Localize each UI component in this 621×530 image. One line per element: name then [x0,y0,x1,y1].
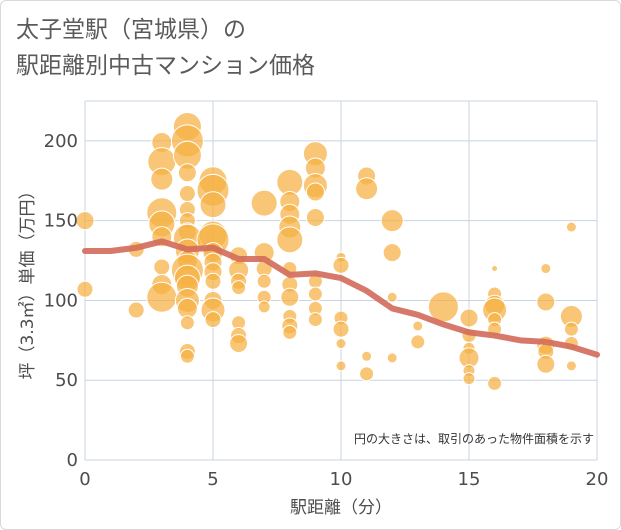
data-point [565,221,577,233]
data-point [491,265,499,273]
grid-lines [84,100,598,461]
data-point [487,375,503,391]
data-point [565,360,577,372]
y-tick-label: 50 [55,370,78,391]
data-point [305,207,325,227]
data-point [257,300,271,314]
x-tick-label: 0 [79,469,90,490]
data-point [386,352,398,364]
title-line-2: 駅距離別中古マンション価格 [16,53,315,79]
y-axis-label: 坪（3.3㎡）単価（万円） [18,182,38,379]
y-tick-labels: 0 50 100 150 200 [44,131,78,471]
x-axis-label: 駅距離（分） [290,498,392,518]
data-point [199,191,227,219]
data-point [307,312,323,328]
data-point [146,281,178,313]
data-point [177,163,197,183]
data-point [307,286,323,302]
data-point [563,321,579,337]
data-point [540,263,552,275]
x-tick-label: 10 [330,469,353,490]
data-point [459,308,479,328]
data-point [359,366,375,382]
data-point [229,334,249,354]
data-point [332,256,350,274]
trend-line [82,238,600,358]
data-point [410,334,426,350]
data-point [361,350,373,362]
data-point [153,258,171,276]
data-point [412,320,424,332]
data-point [179,348,195,364]
x-tick-label: 5 [207,469,218,490]
data-point [204,272,222,290]
data-point [75,211,95,231]
data-point [335,360,347,372]
data-point [386,291,398,303]
data-point [536,354,556,374]
data-point [282,324,298,340]
data-point [332,320,350,338]
data-point [335,338,347,350]
data-point [536,292,556,312]
bubble-layer [75,112,583,391]
data-point [127,301,145,319]
y-tick-label: 200 [44,131,78,152]
title-line-1: 太子堂駅（宮城県）の [16,17,246,43]
data-point [355,177,379,201]
data-point [256,273,272,289]
y-tick-label: 0 [67,450,78,471]
data-point [380,209,404,233]
data-point [462,372,476,386]
data-point [150,167,174,191]
y-tick-label: 150 [44,211,78,232]
y-tick-label: 100 [44,290,78,311]
x-tick-labels: 0 5 10 15 20 [79,469,608,490]
x-tick-label: 15 [458,469,481,490]
data-point [76,280,94,298]
data-point [382,243,402,263]
size-annotation: 円の大きさは、取引のあった物件面積を示す [354,431,594,446]
data-point [178,185,196,203]
chart-title: 太子堂駅（宮城県）の 駅距離別中古マンション価格 [16,12,315,84]
data-point [204,311,222,329]
data-point [250,189,278,217]
data-point [276,226,304,254]
data-point [231,280,247,296]
x-tick-label: 20 [586,469,609,490]
data-point [280,287,300,307]
data-point [179,315,195,331]
data-point [305,182,325,202]
